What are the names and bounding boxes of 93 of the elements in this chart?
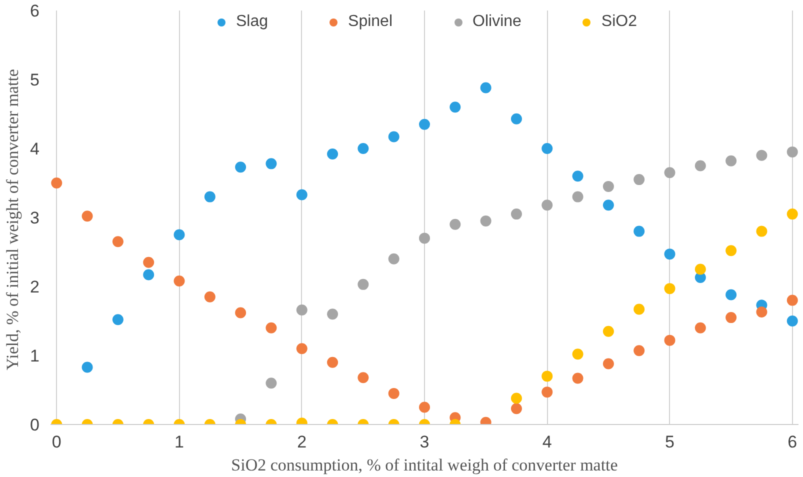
point [358,143,369,154]
legend-label: Slag [236,13,268,31]
point [358,278,369,290]
y-tick-label: 0 [30,416,40,434]
point [388,253,400,264]
point [112,314,124,326]
y-tick-label: 1 [30,346,40,366]
point [143,269,154,280]
point [327,148,338,160]
point [602,180,614,192]
point [572,170,584,182]
point [419,232,430,244]
point [266,378,277,389]
point [143,256,154,268]
x-tick-label: 1 [174,432,184,452]
point [694,322,706,334]
point [266,158,277,170]
point [510,113,522,124]
point [542,200,553,211]
x-tick-label: 5 [665,432,674,452]
point [542,143,553,154]
point [266,322,277,334]
y-tick-label: 4 [30,140,40,158]
point [786,316,798,326]
point [726,312,737,324]
point [572,348,584,360]
point [480,82,492,94]
point [542,370,553,382]
point [726,245,737,256]
point [112,236,124,248]
point [480,215,492,226]
legend-label: Olivine [472,13,522,31]
x-tick-label: 0 [52,432,62,452]
point [358,372,369,384]
legend-label: Spinel [348,13,393,31]
point [204,291,216,302]
point [664,167,676,178]
point [664,334,676,346]
y-tick-label: 2 [30,278,40,296]
point [602,358,614,370]
point [786,146,798,158]
point [510,208,522,220]
point [694,264,706,275]
point [204,191,216,202]
x-tick-label: 3 [420,432,430,452]
x-axis-title: SiO2 consumption, % of intital weigh of converter matte [231,456,618,474]
point [634,174,645,186]
point [51,178,62,188]
point [664,248,676,260]
point [388,388,400,399]
point [235,307,246,318]
point [634,345,645,356]
point [327,308,338,320]
point [756,306,768,318]
point [510,392,522,404]
y-tick-label: 3 [30,208,40,228]
point [572,191,584,202]
x-tick-label: 2 [297,432,307,452]
point [756,150,768,161]
y-axis-title: Yield, % of initial weight of converter matte [3,69,22,370]
point [82,210,93,222]
point [786,208,798,220]
point [542,386,553,398]
point [634,226,645,237]
y-tick-label: 5 [30,70,40,90]
point [572,372,584,384]
point [174,275,185,286]
point [327,356,338,368]
point [664,283,676,294]
point [296,343,308,354]
point [296,304,308,316]
point [450,218,461,230]
legend-label: SiO2 [601,13,637,31]
point [419,118,430,130]
point [602,326,614,337]
point [174,229,185,240]
point [82,362,93,373]
x-tick-label: 4 [542,432,552,452]
point [388,131,400,142]
point [296,189,308,200]
y-tick-label: 6 [30,2,40,20]
point [450,102,461,113]
point [602,200,614,211]
point [756,226,768,237]
point [726,155,737,166]
point [510,403,522,414]
point [235,162,246,173]
x-tick-label: 6 [788,432,798,452]
point [786,294,798,306]
point [726,289,737,300]
point [419,402,430,413]
point [694,160,706,172]
point [634,304,645,315]
